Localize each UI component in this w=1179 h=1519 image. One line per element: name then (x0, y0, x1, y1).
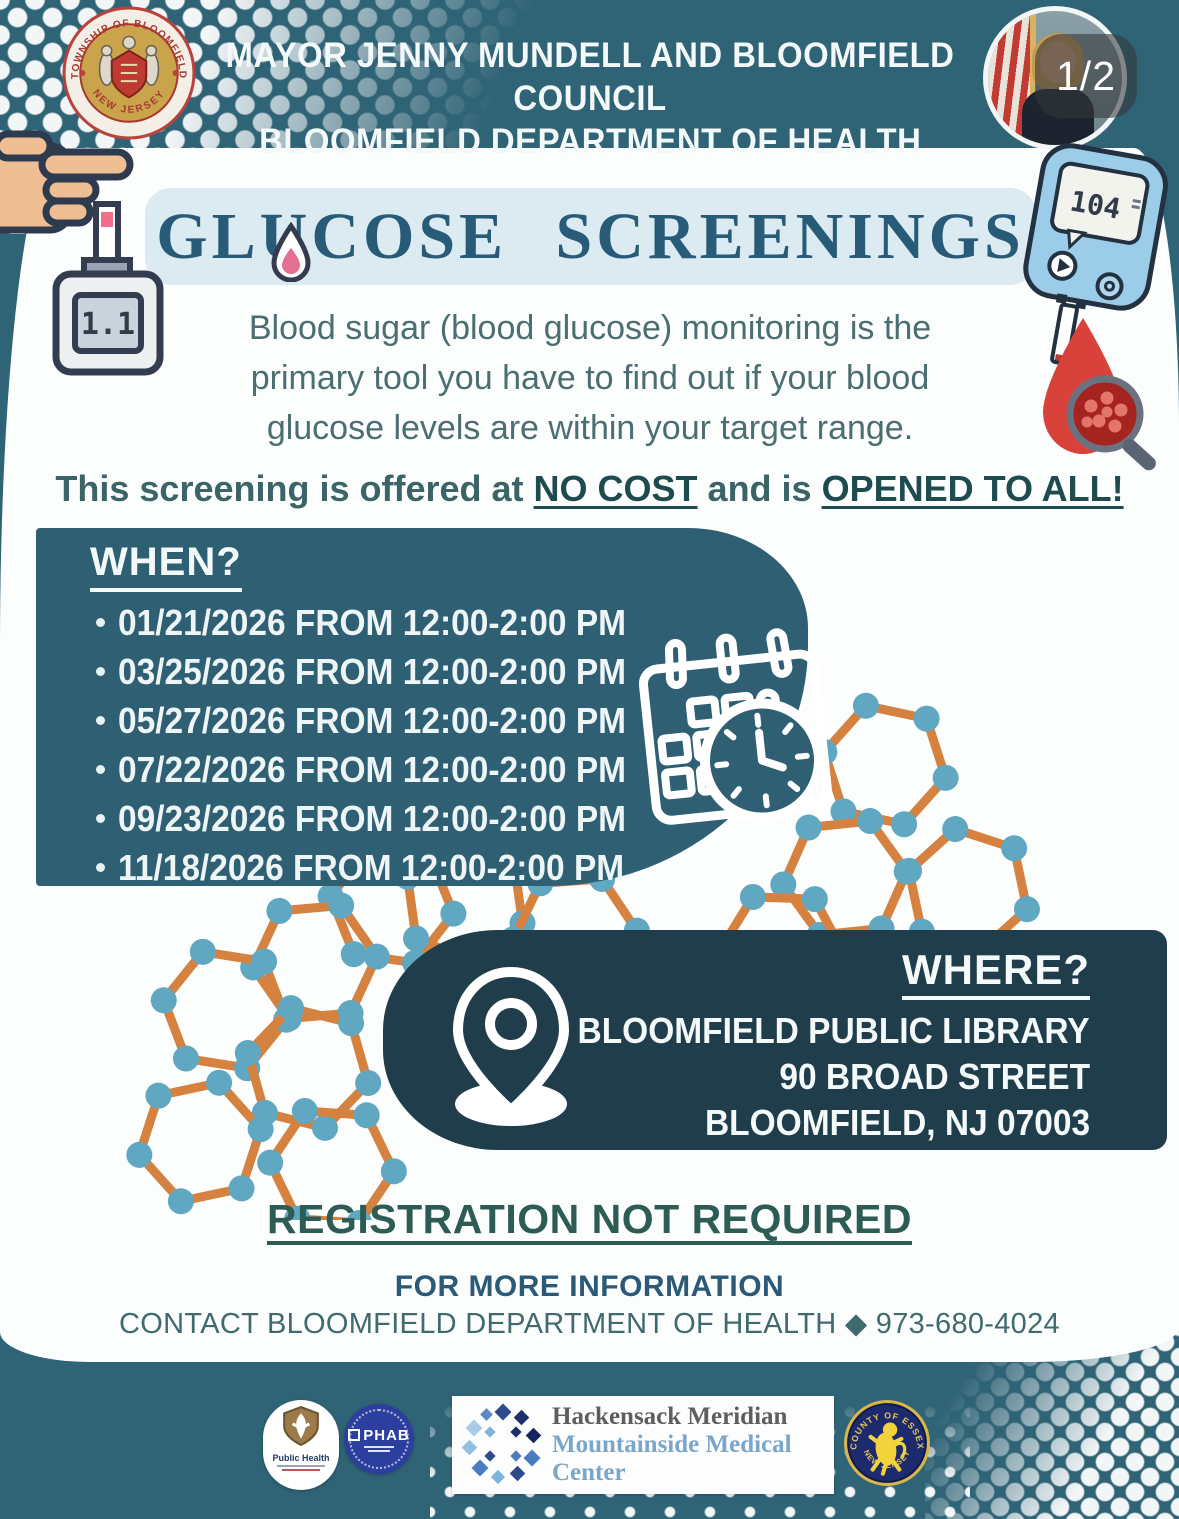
hackensack-line2: Mountainside Medical Center (552, 1431, 792, 1486)
registration-line: REGISTRATION NOT REQUIRED (267, 1196, 912, 1242)
date-row: 09/23/2026 FROM 12:00-2:00 PM (96, 794, 664, 843)
hackensack-line1: Hackensack Meridian (552, 1403, 788, 1430)
public-health-label: Public Health (272, 1453, 330, 1463)
date-2: 03/25/2026 FROM 12:00-2:00 PM (118, 650, 627, 692)
intro-line1: Blood sugar (blood glucose) monitoring i… (248, 309, 932, 347)
public-health-shield-icon (283, 1405, 319, 1447)
when-section: WHEN? 01/21/2026 FROM 12:00-2:00 PM 03/2… (36, 528, 808, 888)
where-line3: BLOOMFIELD, NJ 07003 (704, 1102, 1090, 1143)
small-meter-reading: 1.1 (81, 307, 135, 342)
logo-subtext-bar (277, 1465, 325, 1467)
date-3: 05/27/2026 FROM 12:00-2:00 PM (118, 699, 627, 741)
blood-drop-small-icon (271, 222, 311, 282)
cost-no-cost: NO COST (533, 468, 698, 509)
cost-middle: and is (697, 468, 822, 509)
info-heading: FOR MORE INFORMATION (394, 1270, 785, 1303)
pager-badge[interactable]: 1/2 (1035, 34, 1137, 118)
header-title: MAYOR JENNY MUNDELL AND BLOOMFIELD COUNC… (190, 34, 990, 163)
public-health-logo: Public Health (263, 1400, 339, 1490)
date-6: 11/18/2026 FROM 12:00-2:00 PM (118, 846, 625, 888)
cost-line: This screening is offered at NO COST and… (0, 468, 1179, 510)
blood-drop-magnifier-icon (1043, 318, 1156, 471)
date-4: 07/22/2026 FROM 12:00-2:00 PM (118, 748, 627, 790)
header-line2: BLOOMFIELD DEPARTMENT OF HEALTH (258, 122, 922, 161)
when-date-list: 01/21/2026 FROM 12:00-2:00 PM 03/25/2026… (96, 598, 664, 892)
where-text: WHERE? BLOOMFIELD PUBLIC LIBRARY 90 BROA… (539, 946, 1090, 1146)
date-1: 01/21/2026 FROM 12:00-2:00 PM (118, 601, 627, 643)
pager-label: 1/2 (1056, 52, 1116, 99)
intro-paragraph: Blood sugar (blood glucose) monitoring i… (90, 303, 1090, 453)
date-5: 09/23/2026 FROM 12:00-2:00 PM (118, 797, 627, 839)
calendar-clock-icon (638, 628, 832, 825)
county-of-essex-seal: COUNTY OF ESSEX NEW JERSEY (844, 1400, 930, 1486)
where-line2: 90 BROAD STREET (779, 1056, 1090, 1097)
cost-prefix: This screening is offered at (55, 468, 534, 509)
township-seal: TOWNSHIP OF BLOOMFIELD NEW JERSEY (62, 6, 196, 140)
header-line1: MAYOR JENNY MUNDELL AND BLOOMFIELD COUNC… (225, 36, 955, 118)
essex-lion-icon (868, 1422, 907, 1476)
phab-ring (349, 1409, 409, 1469)
pointing-hand-icon (0, 130, 134, 234)
where-heading: WHERE? (902, 946, 1090, 1000)
logo-subtext-bar (282, 1469, 320, 1471)
when-heading: WHEN? (90, 540, 242, 592)
cost-opened-to-all: OPENED TO ALL! (821, 468, 1124, 509)
hackensack-diamond-icon (461, 1403, 542, 1485)
info-contact-line: CONTACT BLOOMFIELD DEPARTMENT OF HEALTH … (119, 1308, 1060, 1340)
intro-line3: glucose levels are within your target ra… (266, 409, 914, 447)
date-row: 03/25/2026 FROM 12:00-2:00 PM (96, 647, 664, 696)
phab-logo: PHAB (344, 1404, 414, 1474)
intro-line2: primary tool you have to find out if you… (250, 359, 930, 397)
hackensack-text: Hackensack Meridian Mountainside Medical… (552, 1403, 834, 1487)
location-pin-icon (452, 966, 570, 1126)
glucometer-small-icon: 1.1 (52, 201, 164, 376)
date-row: 01/21/2026 FROM 12:00-2:00 PM (96, 598, 664, 647)
where-line1: BLOOMFIELD PUBLIC LIBRARY (577, 1010, 1090, 1051)
glucometer-blue-icon: 104 (1023, 143, 1168, 471)
date-row: 11/18/2026 FROM 12:00-2:00 PM (96, 843, 664, 892)
hackensack-meridian-logo: Hackensack Meridian Mountainside Medical… (452, 1396, 834, 1494)
date-row: 05/27/2026 FROM 12:00-2:00 PM (96, 696, 664, 745)
date-row: 07/22/2026 FROM 12:00-2:00 PM (96, 745, 664, 794)
where-section: WHERE? BLOOMFIELD PUBLIC LIBRARY 90 BROA… (383, 930, 1167, 1150)
